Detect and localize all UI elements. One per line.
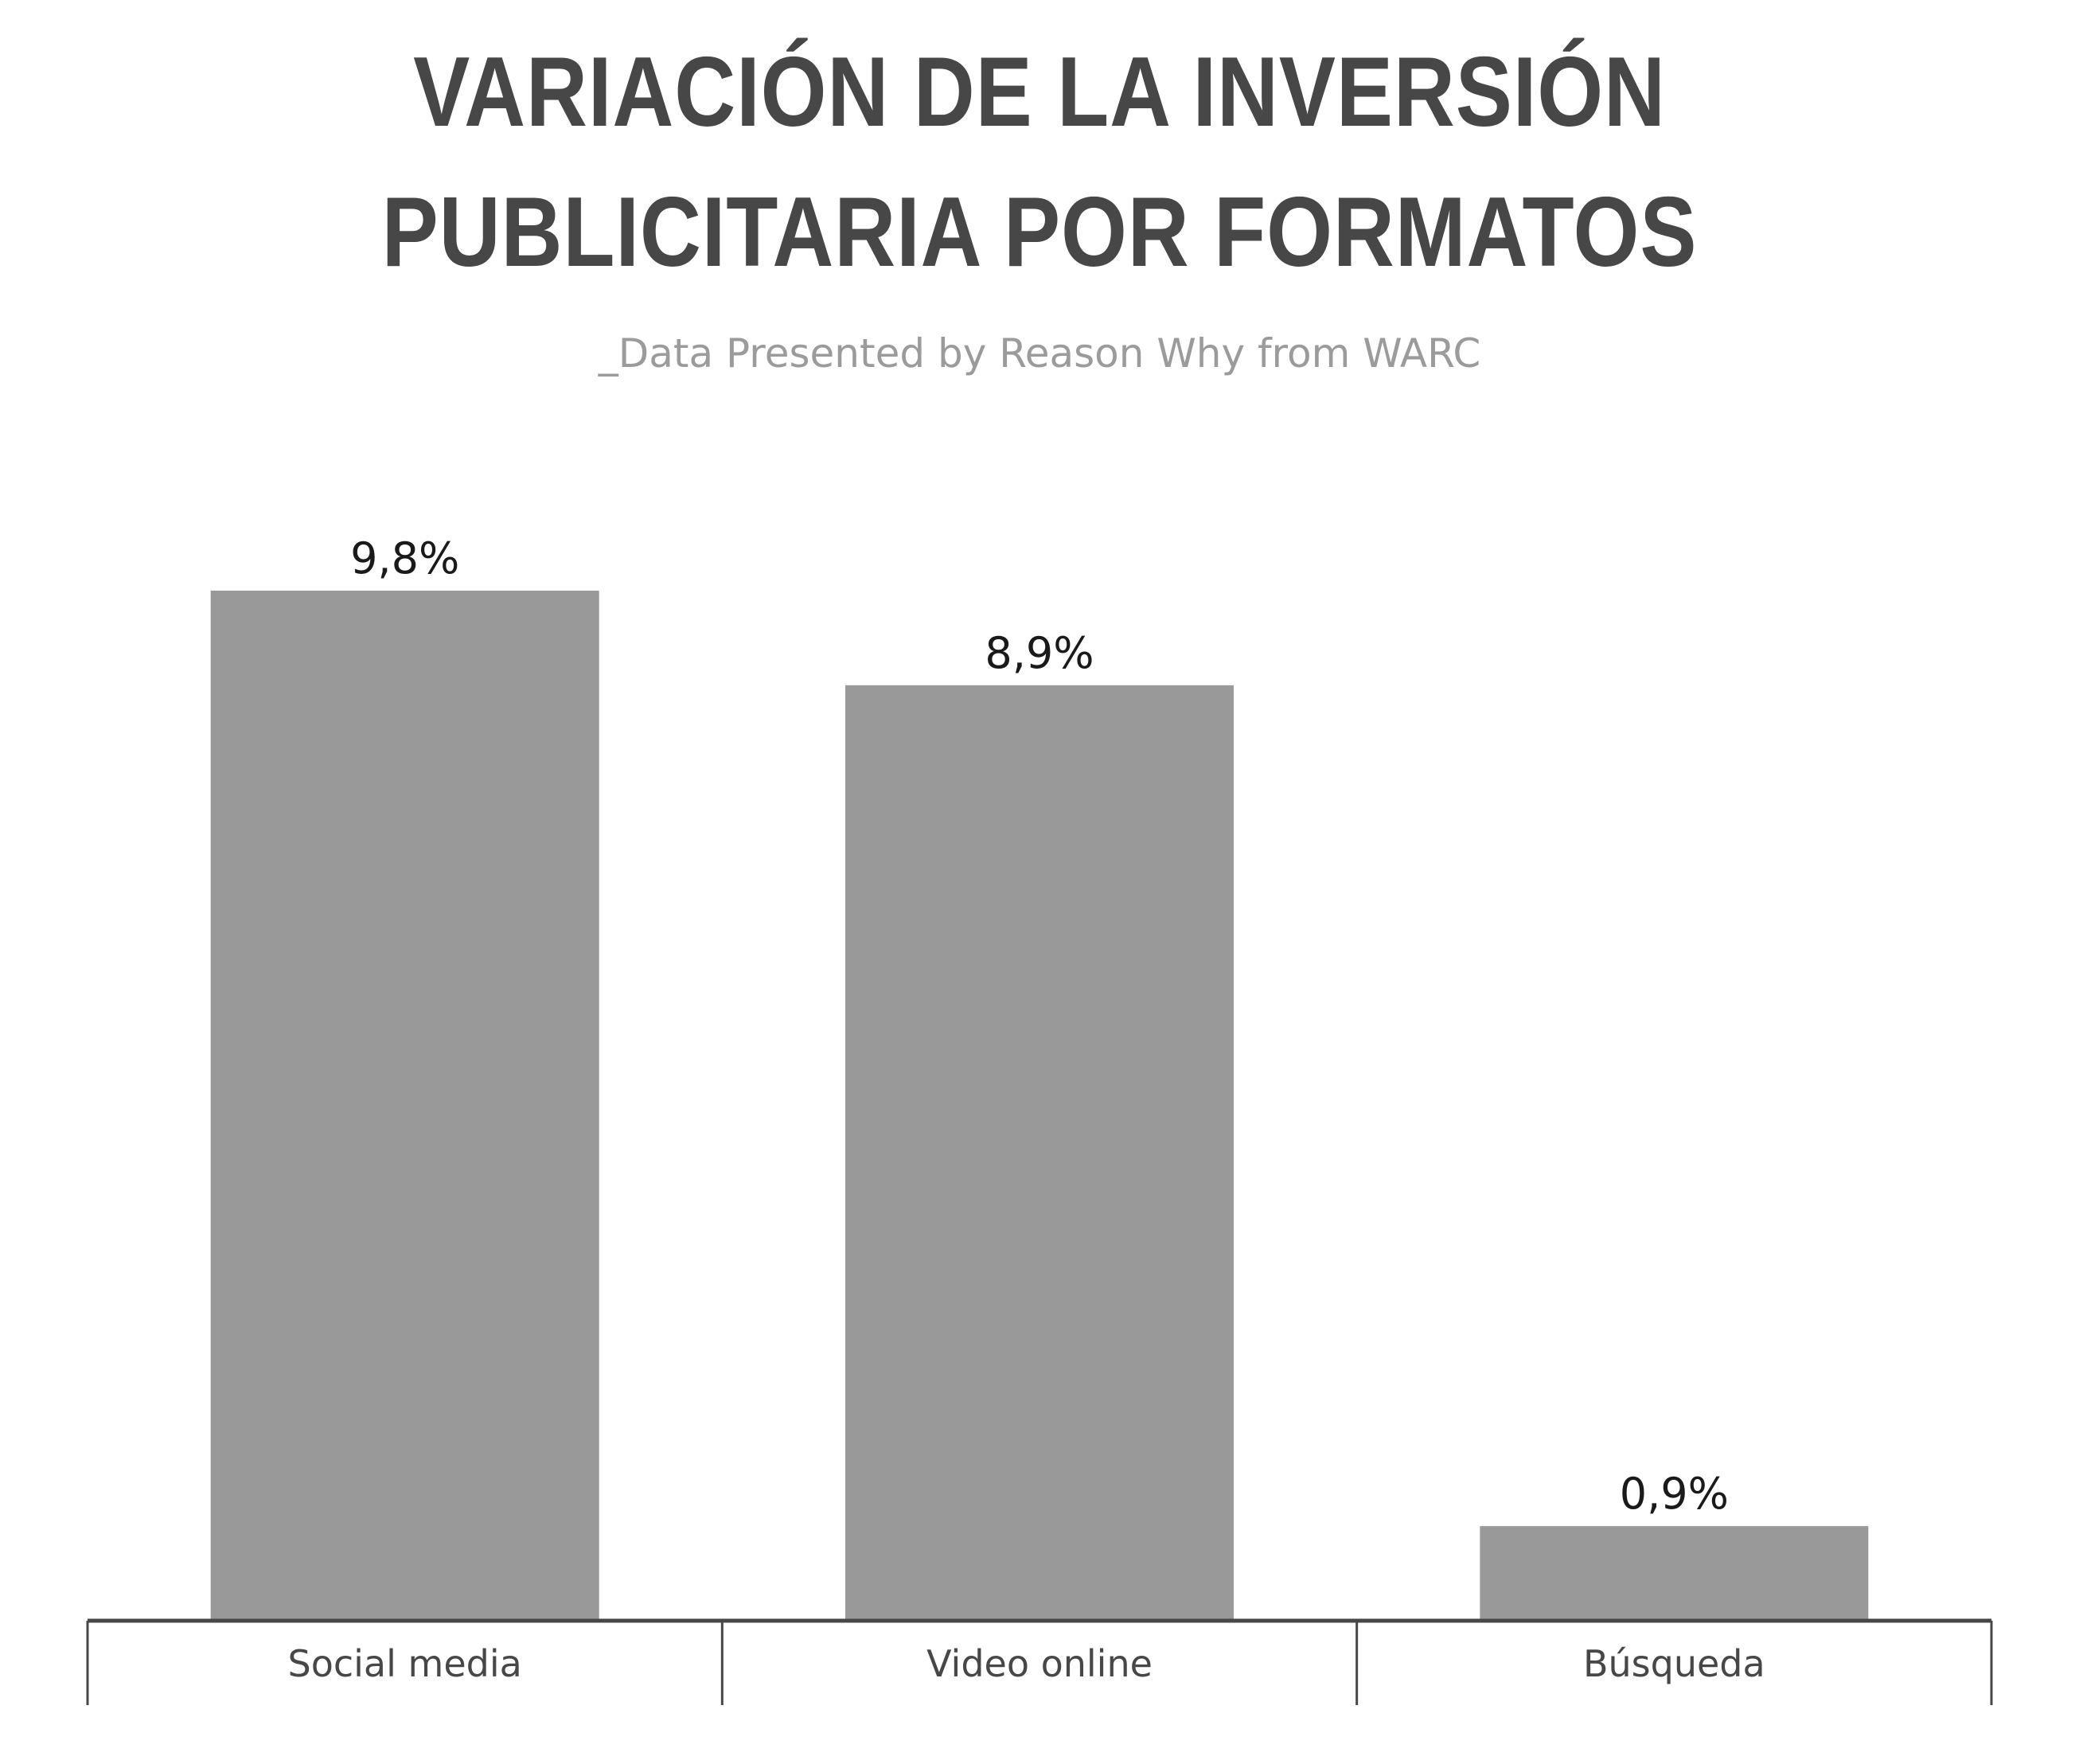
- x-tick-label: Video online: [926, 1642, 1153, 1685]
- bar-2: [845, 685, 1234, 1622]
- bars-group: [210, 591, 1869, 1622]
- bar-value-label: 0,9%: [1620, 1469, 1729, 1519]
- value-labels-group: 9,8% 8,9% 0,9%: [350, 533, 1729, 1519]
- chart-title: VARIACIÓN DE LA INVERSIÓN PUBLICITARIA P…: [381, 37, 1698, 287]
- bar-3: [1480, 1526, 1869, 1621]
- x-axis: [86, 1618, 1993, 1705]
- bar-value-label: 8,9%: [985, 628, 1094, 678]
- x-tick-label: Social media: [288, 1642, 522, 1685]
- category-labels-group: Social media Video online Búsqueda: [288, 1642, 1765, 1685]
- bar-value-label: 9,8%: [350, 533, 459, 583]
- bar-1: [210, 591, 599, 1621]
- chart-subtitle: _Data Presented by Reason Why from WARC: [598, 330, 1481, 377]
- x-tick-label: Búsqueda: [1583, 1642, 1765, 1685]
